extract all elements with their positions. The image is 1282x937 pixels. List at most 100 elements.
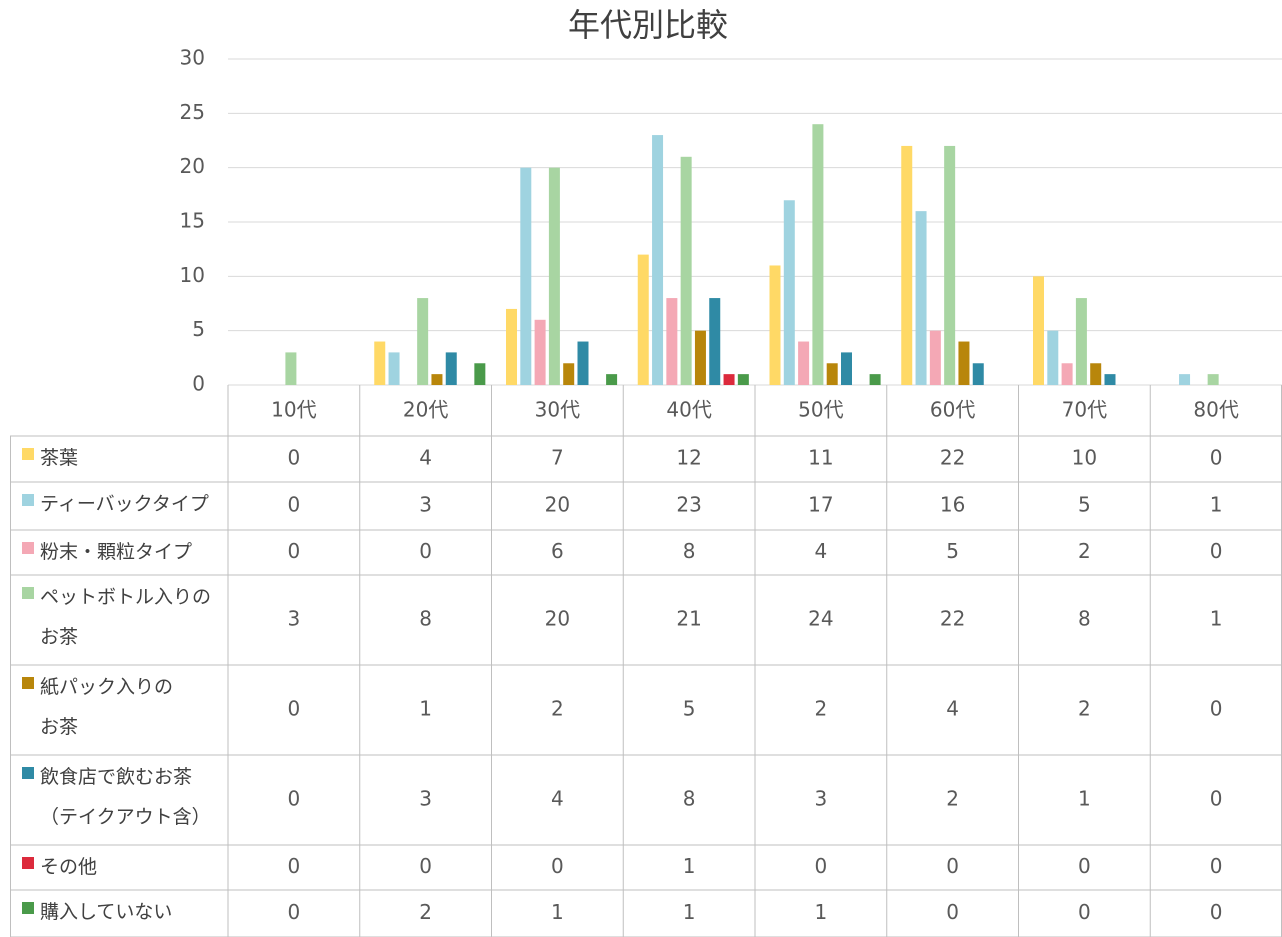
- y-tick-label: 10: [180, 263, 205, 287]
- y-tick-label: 20: [180, 154, 205, 178]
- bar: [474, 363, 486, 385]
- table-value: 0: [1078, 900, 1091, 924]
- x-tick-label: 60代: [930, 398, 975, 422]
- series-name: ティーバックタイプ: [40, 493, 209, 515]
- bar: [417, 298, 429, 385]
- bar: [1104, 374, 1116, 385]
- table-value: 8: [683, 787, 696, 811]
- y-tick-label: 25: [180, 100, 205, 124]
- legend-swatch: [22, 542, 34, 554]
- legend-swatch: [22, 902, 34, 914]
- y-tick-label: 30: [180, 46, 205, 70]
- bar: [944, 145, 956, 385]
- bar: [666, 298, 678, 385]
- series-name: 購入していない: [40, 901, 173, 923]
- table-value: 5: [946, 539, 959, 563]
- table-value: 20: [545, 493, 570, 517]
- bar: [637, 254, 649, 385]
- table-value: 0: [288, 900, 301, 924]
- table-value: 2: [1078, 539, 1091, 563]
- table-value: 0: [815, 854, 828, 878]
- series-name: 飲食店で飲むお茶 （テイクアウト含）: [40, 766, 211, 828]
- bar: [1033, 276, 1044, 385]
- table-value: 5: [1078, 493, 1091, 517]
- table-value: 4: [419, 446, 432, 470]
- series-name: ペットボトル入りの お茶: [40, 586, 212, 648]
- table-value: 3: [419, 493, 432, 517]
- bar: [520, 167, 532, 385]
- bar: [723, 374, 735, 385]
- chart-title: 年代別比較: [568, 6, 728, 44]
- bar: [374, 341, 386, 385]
- bar: [929, 330, 941, 385]
- table-value: 2: [946, 787, 959, 811]
- table-value: 1: [683, 900, 696, 924]
- bar: [506, 308, 517, 385]
- bar: [1047, 330, 1059, 385]
- x-tick-label: 10代: [271, 398, 316, 422]
- table-value: 24: [808, 607, 833, 631]
- table-value: 4: [551, 787, 564, 811]
- table-value: 0: [288, 787, 301, 811]
- table-value: 0: [1078, 854, 1091, 878]
- bar: [737, 374, 749, 385]
- table-value: 1: [551, 900, 564, 924]
- table-value: 12: [676, 446, 701, 470]
- table-value: 0: [1210, 697, 1223, 721]
- bar: [431, 374, 443, 385]
- table-value: 1: [683, 854, 696, 878]
- series-name: 紙パック入りの お茶: [40, 676, 174, 738]
- table-value: 0: [946, 900, 959, 924]
- table-value: 4: [815, 539, 828, 563]
- table-value: 1: [1210, 607, 1223, 631]
- legend-swatch: [22, 677, 34, 689]
- bar: [445, 352, 457, 385]
- table-value: 0: [1210, 539, 1223, 563]
- table-value: 23: [676, 493, 701, 517]
- table-value: 1: [1078, 787, 1091, 811]
- bar: [709, 298, 721, 385]
- bar: [285, 352, 297, 385]
- table-value: 8: [683, 539, 696, 563]
- table-value: 2: [551, 697, 564, 721]
- table-value: 17: [808, 493, 833, 517]
- table-value: 0: [1210, 787, 1223, 811]
- bar: [388, 352, 400, 385]
- bar: [652, 135, 664, 385]
- bar: [1090, 363, 1102, 385]
- table-value: 3: [815, 787, 828, 811]
- table-value: 0: [1210, 854, 1223, 878]
- series-name: その他: [40, 856, 98, 878]
- bar: [1179, 374, 1191, 385]
- bar: [798, 341, 810, 385]
- table-value: 20: [545, 607, 570, 631]
- bar: [869, 374, 881, 385]
- bar: [901, 145, 913, 385]
- table-value: 0: [288, 493, 301, 517]
- table-value: 0: [946, 854, 959, 878]
- table-value: 1: [815, 900, 828, 924]
- table-value: 2: [419, 900, 432, 924]
- series-name: 茶葉: [40, 447, 79, 469]
- x-tick-label: 20代: [403, 398, 448, 422]
- bar: [1075, 298, 1087, 385]
- bar: [769, 265, 781, 385]
- x-tick-label: 80代: [1193, 398, 1238, 422]
- legend-swatch: [22, 494, 34, 506]
- table-value: 2: [1078, 697, 1091, 721]
- bar: [606, 374, 618, 385]
- series-name: 粉末・顆粒タイプ: [40, 541, 193, 563]
- table-value: 0: [419, 539, 432, 563]
- bar: [563, 363, 575, 385]
- table-value: 22: [940, 607, 965, 631]
- x-tick-label: 40代: [666, 398, 711, 422]
- bar: [783, 200, 795, 385]
- bar: [915, 211, 927, 385]
- y-tick-label: 5: [192, 317, 205, 341]
- table-value: 22: [940, 446, 965, 470]
- bar: [694, 330, 706, 385]
- table-value: 3: [419, 787, 432, 811]
- bar: [1207, 374, 1219, 385]
- bar: [826, 363, 838, 385]
